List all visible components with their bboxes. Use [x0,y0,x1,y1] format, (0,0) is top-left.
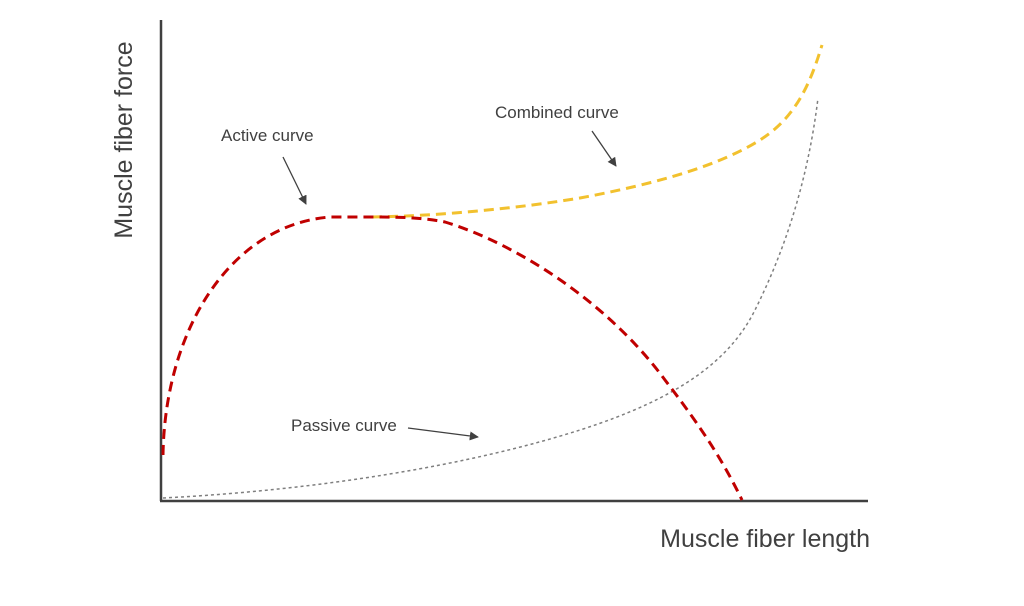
y-axis-title: Muscle fiber force [110,41,138,238]
passive-label-arrow [407,427,479,441]
x-axis-title: Muscle fiber length [660,525,870,553]
combined-curve-label: Combined curve [495,103,619,122]
passive-curve [162,97,819,499]
combined-curve [371,44,824,219]
active-label-arrow [282,156,307,205]
combined-label-arrow [591,130,617,167]
passive-curve-label: Passive curve [291,416,397,435]
active-curve-label: Active curve [221,126,314,145]
active-curve [161,215,744,501]
